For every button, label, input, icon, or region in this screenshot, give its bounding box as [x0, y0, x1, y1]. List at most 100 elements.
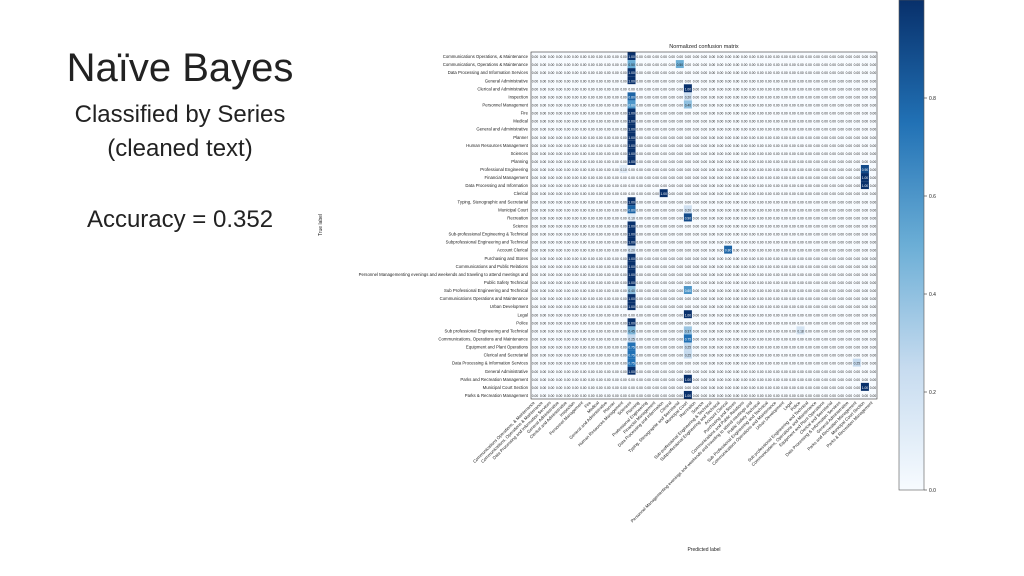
cell-value-label: 0.00 — [532, 63, 539, 67]
cell-value-label: 0.00 — [765, 305, 772, 309]
cell-value-label: 0.00 — [813, 168, 820, 172]
cell-value-label: 0.00 — [870, 216, 877, 220]
cell-value-label: 0.00 — [781, 241, 788, 245]
heatmap-cell — [587, 237, 596, 246]
cell-value-label: 0.00 — [669, 281, 676, 285]
heatmap-cell — [804, 342, 813, 351]
cell-value-label: 0.00 — [588, 103, 595, 107]
cell-value-label: 0.00 — [725, 241, 732, 245]
heatmap-cell — [772, 148, 781, 157]
cell-value-label: 0.00 — [548, 297, 555, 301]
heatmap-cell — [788, 76, 797, 85]
cell-value-label: 0.00 — [669, 313, 676, 317]
heatmap-cell — [659, 84, 668, 93]
cell-value-label: 0.00 — [572, 346, 579, 350]
heatmap-cell — [659, 237, 668, 246]
cell-value-label: 0.00 — [813, 103, 820, 107]
heatmap-cell — [667, 68, 676, 77]
cell-value-label: 0.00 — [653, 313, 660, 317]
cell-value-label: 0.00 — [870, 200, 877, 204]
heatmap-cell — [547, 189, 556, 198]
cell-value-label: 0.00 — [532, 378, 539, 382]
heatmap-cell — [579, 124, 588, 133]
cell-value-label: 0.00 — [862, 55, 869, 59]
heatmap-cell — [788, 148, 797, 157]
cell-value-label: 0.00 — [580, 370, 587, 374]
cell-value-label: 0.00 — [653, 249, 660, 253]
cell-value-label: 0.00 — [693, 55, 700, 59]
y-tick-label: Sub-professional Engineering & Technical — [449, 232, 529, 237]
heatmap-cell — [804, 277, 813, 287]
heatmap-cell — [659, 229, 668, 238]
cell-value-label: 0.00 — [870, 233, 877, 237]
heatmap-cell — [547, 108, 556, 117]
cell-value-label: 0.00 — [580, 394, 587, 398]
heatmap-cell — [595, 245, 604, 254]
heatmap-cell — [555, 269, 564, 278]
heatmap-cell — [732, 253, 741, 262]
heatmap-cell — [820, 156, 829, 165]
heatmap-cell — [772, 205, 781, 214]
cell-value-label: 0.00 — [741, 120, 748, 124]
heatmap-cell — [531, 294, 540, 303]
cell-value-label: 0.00 — [862, 289, 869, 293]
heatmap-cell — [659, 60, 668, 69]
cell-value-label: 0.00 — [661, 249, 668, 253]
cell-value-label: 0.00 — [604, 297, 611, 301]
heatmap-cell — [587, 76, 596, 85]
cell-value-label: 0.00 — [846, 370, 853, 374]
heatmap-cell — [788, 326, 797, 335]
heatmap-cell — [788, 237, 797, 246]
heatmap-cell — [547, 181, 556, 190]
heatmap-cell — [716, 76, 725, 85]
cell-value-label: 0.00 — [781, 112, 788, 116]
heatmap-cell — [547, 245, 556, 254]
heatmap-cell — [555, 84, 564, 93]
heatmap-cell — [764, 52, 773, 61]
heatmap-cell — [836, 213, 845, 222]
cell-value-label: 0.00 — [870, 79, 877, 83]
cell-value-label: 0.00 — [564, 257, 571, 261]
cell-value-label: 0.00 — [580, 305, 587, 309]
cell-value-label: 0.00 — [854, 168, 861, 172]
cell-value-label: 0.00 — [805, 184, 812, 188]
cell-value-label: 0.00 — [661, 297, 668, 301]
heatmap-cell — [627, 181, 636, 190]
cell-value-label: 0.00 — [789, 192, 796, 196]
heatmap-cell — [772, 156, 781, 165]
cell-value-label: 0.00 — [821, 321, 828, 325]
cell-value-label: 0.00 — [532, 120, 539, 124]
heatmap-cell — [683, 164, 692, 174]
heatmap-cell — [659, 197, 668, 206]
heatmap-cell — [587, 116, 596, 125]
cell-value-label: 0.00 — [693, 160, 700, 164]
cell-value-label: 0.00 — [653, 120, 660, 124]
heatmap-cell — [868, 189, 877, 198]
cell-value-label: 0.00 — [749, 152, 756, 156]
cell-value-label: 0.00 — [773, 216, 780, 220]
cell-value-label: 0.00 — [846, 112, 853, 116]
heatmap-cell — [595, 302, 604, 311]
heatmap-cell — [812, 76, 821, 85]
heatmap-cell — [820, 334, 829, 343]
heatmap-cell — [780, 92, 789, 101]
cell-value-label: 0.00 — [677, 120, 684, 124]
cell-value-label: 0.00 — [693, 176, 700, 180]
heatmap-cell — [651, 326, 660, 335]
cell-value-label: 0.00 — [821, 63, 828, 67]
heatmap-cell — [796, 277, 805, 287]
cell-value-label: 0.00 — [725, 337, 732, 341]
heatmap-cell — [603, 108, 612, 117]
cell-value-label: 0.00 — [709, 160, 716, 164]
cell-value-label: 0.00 — [757, 281, 764, 285]
heatmap-cell — [579, 229, 588, 238]
heatmap-cell — [748, 334, 757, 343]
heatmap-cell — [868, 132, 877, 141]
cell-value-label: 0.00 — [588, 249, 595, 253]
cell-value-label: 0.00 — [540, 87, 547, 91]
heatmap-cell — [732, 269, 741, 278]
cell-value-label: 0.00 — [612, 120, 619, 124]
heatmap-cell — [635, 148, 644, 157]
cell-value-label: 0.00 — [572, 378, 579, 382]
heatmap-cell — [531, 52, 540, 61]
